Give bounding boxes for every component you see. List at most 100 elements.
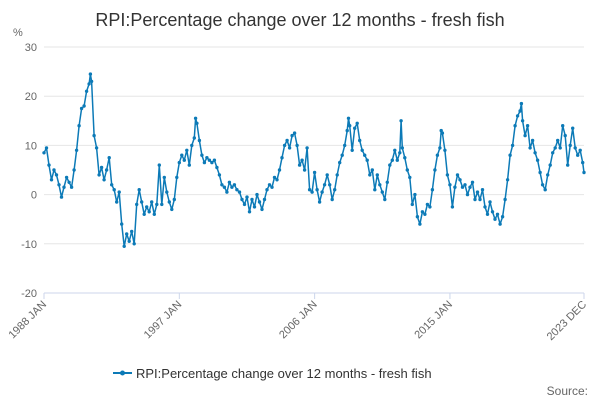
- data-point[interactable]: [287, 146, 292, 150]
- data-point[interactable]: [408, 175, 412, 180]
- data-point[interactable]: [538, 170, 542, 175]
- data-point[interactable]: [368, 173, 372, 177]
- data-point[interactable]: [353, 126, 357, 130]
- data-point[interactable]: [77, 124, 81, 128]
- data-point[interactable]: [581, 160, 585, 165]
- data-point[interactable]: [556, 138, 560, 143]
- data-point[interactable]: [460, 185, 465, 189]
- data-point[interactable]: [478, 197, 482, 202]
- data-point[interactable]: [553, 146, 557, 150]
- data-point[interactable]: [167, 200, 171, 204]
- data-point[interactable]: [355, 121, 359, 126]
- data-point[interactable]: [508, 153, 512, 157]
- data-point[interactable]: [235, 188, 239, 192]
- data-point[interactable]: [430, 188, 435, 192]
- data-point[interactable]: [132, 242, 136, 246]
- data-point[interactable]: [535, 158, 540, 162]
- data-point[interactable]: [280, 156, 284, 160]
- data-point[interactable]: [99, 165, 104, 170]
- data-point[interactable]: [192, 136, 196, 140]
- data-point[interactable]: [335, 173, 339, 177]
- data-point[interactable]: [245, 195, 249, 199]
- data-point[interactable]: [122, 244, 126, 248]
- data-point[interactable]: [88, 72, 93, 76]
- data-point[interactable]: [358, 138, 362, 143]
- data-point[interactable]: [142, 212, 146, 216]
- data-point[interactable]: [473, 197, 477, 202]
- data-point[interactable]: [240, 197, 244, 202]
- data-point[interactable]: [115, 200, 119, 204]
- data-point[interactable]: [498, 222, 502, 226]
- data-point[interactable]: [120, 222, 124, 226]
- data-point[interactable]: [202, 160, 207, 165]
- data-point[interactable]: [530, 138, 535, 143]
- data-point[interactable]: [252, 205, 257, 209]
- data-point[interactable]: [525, 124, 530, 128]
- data-point[interactable]: [320, 190, 324, 194]
- data-point[interactable]: [84, 89, 89, 94]
- data-point[interactable]: [145, 205, 149, 209]
- data-point[interactable]: [292, 131, 297, 135]
- data-point[interactable]: [197, 138, 202, 143]
- data-point[interactable]: [566, 163, 570, 167]
- data-point[interactable]: [110, 183, 114, 187]
- data-point[interactable]: [310, 190, 314, 194]
- data-point[interactable]: [448, 183, 452, 187]
- data-point[interactable]: [540, 183, 545, 187]
- data-point[interactable]: [42, 151, 46, 155]
- data-point[interactable]: [250, 197, 254, 202]
- data-point[interactable]: [325, 173, 329, 177]
- data-point[interactable]: [415, 215, 420, 219]
- data-point[interactable]: [185, 148, 189, 152]
- data-point[interactable]: [317, 200, 322, 204]
- data-point[interactable]: [290, 133, 294, 138]
- data-point[interactable]: [72, 168, 76, 172]
- data-point[interactable]: [225, 190, 229, 194]
- data-point[interactable]: [388, 163, 392, 167]
- data-point[interactable]: [551, 151, 555, 155]
- data-point[interactable]: [390, 158, 394, 162]
- data-point[interactable]: [453, 185, 457, 189]
- data-point[interactable]: [140, 200, 144, 204]
- data-point[interactable]: [215, 165, 219, 170]
- data-point[interactable]: [57, 183, 61, 187]
- data-point[interactable]: [515, 114, 520, 118]
- data-point[interactable]: [125, 232, 129, 236]
- data-point[interactable]: [147, 210, 151, 214]
- data-point[interactable]: [495, 212, 500, 216]
- data-point[interactable]: [523, 133, 527, 138]
- data-point[interactable]: [543, 188, 547, 192]
- data-point[interactable]: [322, 183, 327, 187]
- data-point[interactable]: [333, 188, 337, 192]
- data-point[interactable]: [97, 173, 101, 177]
- data-point[interactable]: [343, 143, 347, 148]
- data-point[interactable]: [338, 160, 342, 165]
- data-point[interactable]: [282, 143, 287, 148]
- data-point[interactable]: [465, 192, 470, 197]
- data-point[interactable]: [127, 239, 131, 243]
- data-point[interactable]: [190, 143, 194, 148]
- data-point[interactable]: [519, 101, 524, 106]
- data-point[interactable]: [180, 153, 184, 157]
- data-point[interactable]: [383, 197, 387, 202]
- data-point[interactable]: [193, 116, 198, 121]
- data-point[interactable]: [380, 190, 384, 194]
- data-point[interactable]: [107, 156, 111, 160]
- data-point[interactable]: [518, 109, 522, 113]
- data-point[interactable]: [561, 124, 565, 128]
- data-point[interactable]: [571, 126, 575, 130]
- data-point[interactable]: [227, 180, 232, 184]
- data-point[interactable]: [135, 202, 139, 207]
- data-point[interactable]: [346, 116, 351, 121]
- data-point[interactable]: [360, 148, 364, 152]
- data-point[interactable]: [187, 163, 191, 167]
- data-point[interactable]: [257, 200, 262, 204]
- data-point[interactable]: [94, 146, 99, 150]
- data-point[interactable]: [175, 175, 179, 180]
- data-point[interactable]: [528, 146, 532, 150]
- data-point[interactable]: [255, 192, 259, 197]
- data-point[interactable]: [272, 175, 277, 180]
- data-point[interactable]: [275, 178, 279, 182]
- data-point[interactable]: [232, 183, 237, 187]
- data-point[interactable]: [423, 212, 427, 216]
